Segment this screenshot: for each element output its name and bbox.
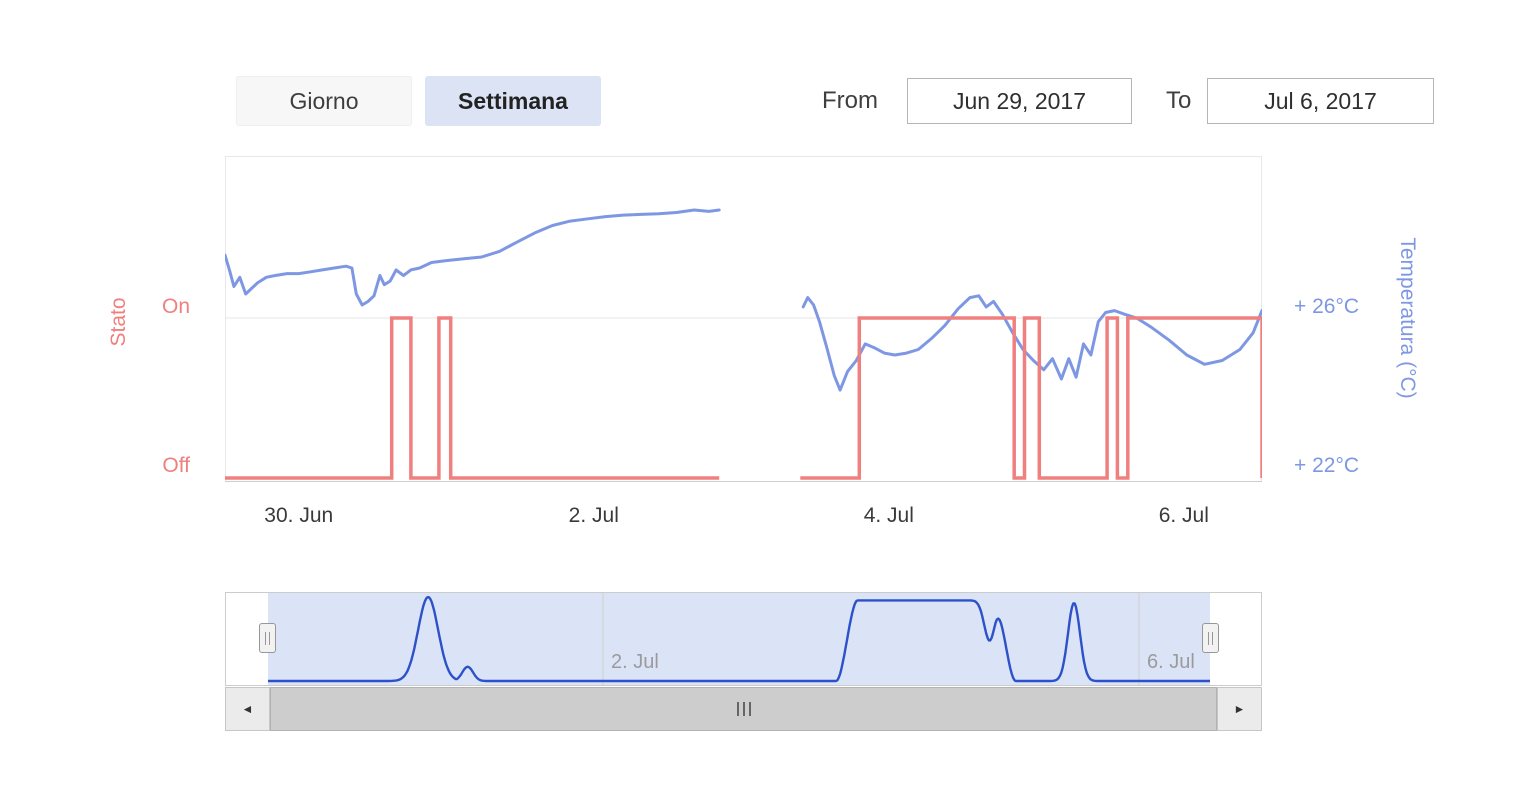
x-tick-label: 2. Jul — [568, 504, 619, 527]
x-axis-tick-labels: 30. Jun 2. Jul 4. Jul 6. Jul — [225, 504, 1262, 534]
svg-text:6. Jul: 6. Jul — [1147, 651, 1195, 673]
day-toggle-button[interactable]: Giorno — [236, 76, 412, 126]
left-axis-title: Stato — [107, 297, 130, 347]
to-label: To — [1166, 87, 1192, 114]
to-date-input[interactable] — [1207, 78, 1434, 124]
right-axis-title: Temperatura (°C) — [1396, 237, 1419, 399]
scrollbar-left-arrow-icon[interactable]: ◄ — [225, 687, 270, 731]
main-chart-plot[interactable] — [223, 156, 1264, 482]
x-tick-label: 4. Jul — [863, 504, 914, 527]
scrollbar-thumb[interactable] — [270, 687, 1217, 731]
scrollbar[interactable]: ◄ ► — [225, 687, 1262, 731]
left-axis-on-label: On — [161, 295, 190, 318]
week-toggle-button[interactable]: Settimana — [425, 76, 601, 126]
x-tick-label: 30. Jun — [264, 504, 334, 527]
svg-text:2. Jul: 2. Jul — [611, 651, 659, 673]
scrollbar-grip-icon — [736, 702, 751, 716]
main-chart-area[interactable] — [223, 156, 1264, 482]
right-axis-26-label: + 26°C — [1294, 295, 1360, 318]
navigator-chart[interactable]: 2. Jul 6. Jul — [225, 592, 1262, 686]
scrollbar-right-arrow-icon[interactable]: ► — [1217, 687, 1262, 731]
from-label: From — [822, 87, 878, 114]
navigator[interactable]: 2. Jul 6. Jul — [225, 592, 1262, 686]
from-date-input[interactable] — [907, 78, 1132, 124]
navigator-handle-left[interactable] — [259, 623, 276, 653]
left-axis-off-label: Off — [162, 454, 190, 477]
navigator-handle-right[interactable] — [1202, 623, 1219, 653]
x-tick-label: 6. Jul — [1158, 504, 1209, 527]
right-axis-22-label: + 22°C — [1294, 454, 1360, 477]
